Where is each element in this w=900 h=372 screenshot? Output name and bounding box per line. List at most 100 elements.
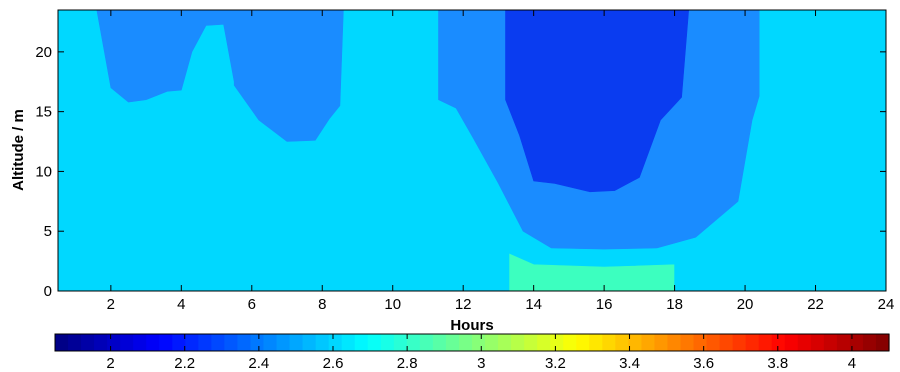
colorbar-segment xyxy=(875,334,890,351)
colorbar-segment xyxy=(849,334,864,351)
colorbar-tick-label: 2.4 xyxy=(248,355,269,372)
x-tick-label: 8 xyxy=(318,296,326,313)
colorbar-segment xyxy=(732,334,747,351)
colorbar-tick-label: 3.6 xyxy=(693,355,714,372)
colorbar-segment xyxy=(393,334,408,351)
x-tick-label: 24 xyxy=(878,296,895,313)
colorbar-segment xyxy=(602,334,616,351)
colorbar-segment xyxy=(862,334,877,351)
colorbar-segment xyxy=(485,334,499,351)
colorbar-segment xyxy=(172,334,186,351)
colorbar-segment xyxy=(224,334,239,351)
colorbar-segment xyxy=(745,334,760,351)
y-tick-label: 20 xyxy=(35,44,52,61)
colorbar-segment xyxy=(615,334,629,351)
y-tick-label: 15 xyxy=(35,104,52,121)
colorbar-tick-label: 3.4 xyxy=(619,355,640,372)
x-tick-label: 6 xyxy=(248,296,256,313)
colorbar-segment xyxy=(315,334,330,351)
x-tick-label: 16 xyxy=(596,296,613,313)
colorbar-segment xyxy=(419,334,434,351)
colorbar-segment xyxy=(654,334,669,351)
contour-bands xyxy=(58,10,886,291)
colorbar: 2 2.2 2.4 2.6 2.8 3 3.2 3.4 3.6 3.8 4 xyxy=(54,333,890,372)
y-tick-label: 10 xyxy=(35,163,52,180)
x-tick-label: 10 xyxy=(384,296,401,313)
contour-band xyxy=(505,10,690,193)
colorbar-segment xyxy=(472,334,486,351)
colorbar-segment xyxy=(133,334,147,351)
colorbar-segment xyxy=(276,334,291,351)
colorbar-segment xyxy=(68,334,82,351)
colorbar-segment xyxy=(797,334,812,351)
colorbar-segment xyxy=(354,334,369,351)
colorbar-segment xyxy=(810,334,825,351)
colorbar-segment xyxy=(185,334,199,351)
colorbar-segment xyxy=(94,334,108,351)
colorbar-segment xyxy=(341,334,356,351)
colorbar-segment xyxy=(836,334,851,351)
colorbar-segment xyxy=(771,334,786,351)
y-axis-ticks: 0 5 10 15 20 xyxy=(35,44,886,300)
x-tick-label: 18 xyxy=(666,296,683,313)
x-tick-label: 2 xyxy=(107,296,115,313)
y-tick-label: 0 xyxy=(44,283,52,300)
plot-frame xyxy=(57,9,887,292)
y-axis-label: Altitude / m xyxy=(10,109,27,191)
colorbar-tick-label: 2.2 xyxy=(174,355,195,372)
colorbar-segment xyxy=(406,334,421,351)
colorbar-segment xyxy=(367,334,382,351)
colorbar-segment xyxy=(589,334,603,351)
colorbar-tick-label: 3.2 xyxy=(545,355,566,372)
colorbar-tick-label: 2.6 xyxy=(323,355,344,372)
colorbar-tick-label: 4 xyxy=(848,355,856,372)
colorbar-segment xyxy=(263,334,278,351)
colorbar-segment xyxy=(458,334,473,351)
colorbar-segment xyxy=(120,334,134,351)
colorbar-segment xyxy=(432,334,447,351)
colorbar-segment xyxy=(159,334,173,351)
x-tick-label: 22 xyxy=(807,296,824,313)
x-tick-label: 12 xyxy=(455,296,472,313)
colorbar-segment xyxy=(302,334,317,351)
x-tick-label: 14 xyxy=(525,296,542,313)
colorbar-segment xyxy=(146,334,160,351)
colorbar-segment xyxy=(719,334,734,351)
contour-band xyxy=(339,10,439,291)
colorbar-segment xyxy=(576,334,590,351)
colorbar-segment xyxy=(641,334,656,351)
x-tick-label: 20 xyxy=(737,296,754,313)
colorbar-segment xyxy=(784,334,799,351)
colorbar-segment xyxy=(693,334,708,351)
x-axis-ticks: 2 4 6 8 10 12 14 16 18 20 22 24 xyxy=(107,10,895,313)
contour-band xyxy=(75,10,344,142)
colorbar-segment xyxy=(537,334,551,351)
colorbar-segment xyxy=(289,334,304,351)
colorbar-segment xyxy=(237,334,252,351)
colorbar-tick-label: 2.8 xyxy=(397,355,418,372)
colorbar-segment xyxy=(563,334,577,351)
colorbar-segment xyxy=(55,334,69,351)
colorbar-tick-label: 3.8 xyxy=(767,355,788,372)
colorbar-segment xyxy=(823,334,838,351)
colorbar-segment xyxy=(380,334,395,351)
colorbar-segment xyxy=(211,334,226,351)
colorbar-segment xyxy=(706,334,721,351)
colorbar-frame xyxy=(54,333,890,352)
colorbar-tick-label: 2 xyxy=(106,355,114,372)
colorbar-segment xyxy=(550,334,564,351)
colorbar-segment xyxy=(328,334,343,351)
colorbar-segment xyxy=(445,334,460,351)
colorbar-segment xyxy=(524,334,538,351)
colorbar-segment xyxy=(511,334,525,351)
colorbar-segment xyxy=(667,334,682,351)
colorbar-tick-label: 3 xyxy=(477,355,485,372)
colorbar-ticks: 2 2.2 2.4 2.6 2.8 3 3.2 3.4 3.6 3.8 4 xyxy=(106,334,856,372)
x-tick-label: 4 xyxy=(177,296,185,313)
x-axis-label: Hours xyxy=(450,317,493,334)
colorbar-segment xyxy=(198,334,212,351)
colorbar-segment xyxy=(680,334,695,351)
colorbar-segment xyxy=(107,334,121,351)
colorbar-segment xyxy=(498,334,512,351)
